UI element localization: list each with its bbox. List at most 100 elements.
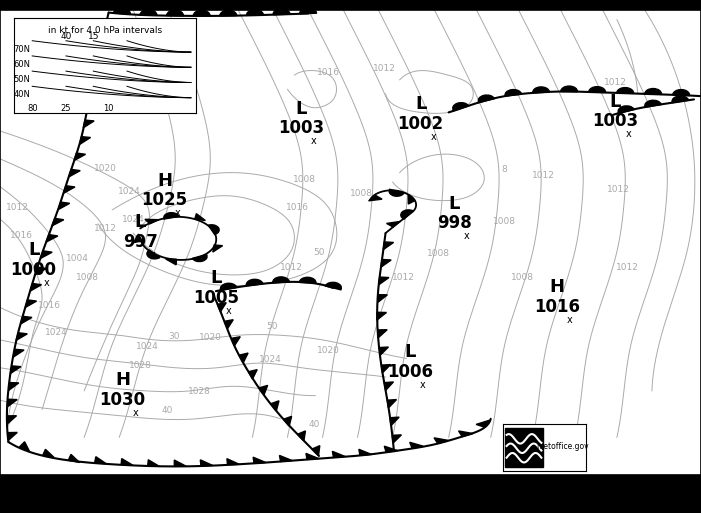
Polygon shape	[68, 455, 80, 463]
Polygon shape	[434, 438, 449, 443]
Text: 1012: 1012	[373, 64, 395, 73]
Polygon shape	[41, 251, 52, 259]
Text: x: x	[132, 408, 138, 418]
Polygon shape	[271, 401, 279, 410]
Polygon shape	[145, 219, 158, 224]
Polygon shape	[7, 416, 17, 424]
Text: 1016: 1016	[534, 298, 580, 316]
Polygon shape	[46, 234, 58, 242]
Polygon shape	[369, 195, 382, 201]
Wedge shape	[401, 210, 413, 219]
Text: 50: 50	[266, 322, 278, 331]
Text: 30: 30	[168, 332, 179, 341]
Polygon shape	[213, 245, 223, 252]
Wedge shape	[325, 282, 341, 290]
Text: x: x	[420, 380, 426, 390]
Text: x: x	[150, 250, 156, 260]
Polygon shape	[11, 366, 21, 373]
Text: 40: 40	[308, 420, 320, 429]
Text: 1003: 1003	[592, 112, 639, 130]
Polygon shape	[377, 312, 386, 320]
Polygon shape	[74, 153, 86, 161]
Polygon shape	[253, 457, 266, 463]
Text: 1000: 1000	[11, 261, 57, 279]
Polygon shape	[52, 219, 64, 226]
Polygon shape	[35, 267, 46, 275]
Text: L: L	[210, 269, 222, 287]
Polygon shape	[408, 195, 415, 204]
Polygon shape	[280, 456, 292, 462]
Polygon shape	[224, 320, 233, 329]
Wedge shape	[299, 278, 316, 283]
Wedge shape	[164, 213, 179, 219]
Wedge shape	[167, 10, 184, 16]
Text: 40N: 40N	[13, 90, 30, 100]
Text: 1020: 1020	[199, 333, 222, 342]
Polygon shape	[64, 186, 75, 193]
Text: x: x	[625, 129, 631, 139]
Text: 1028: 1028	[189, 387, 211, 397]
Wedge shape	[273, 9, 290, 15]
Polygon shape	[381, 260, 391, 267]
Text: 998: 998	[437, 214, 472, 232]
Polygon shape	[217, 303, 226, 312]
Polygon shape	[134, 234, 142, 243]
Polygon shape	[390, 417, 399, 425]
Wedge shape	[193, 10, 210, 16]
Text: 1012: 1012	[616, 264, 639, 272]
Text: 1020: 1020	[94, 164, 116, 172]
Text: L: L	[135, 213, 146, 231]
Bar	[505, 427, 543, 467]
Text: 1012: 1012	[607, 185, 629, 193]
Text: 1024: 1024	[136, 342, 158, 351]
Polygon shape	[58, 202, 69, 210]
Polygon shape	[87, 104, 97, 111]
Text: H: H	[157, 172, 172, 190]
Text: x: x	[175, 208, 180, 218]
Polygon shape	[43, 449, 54, 458]
Polygon shape	[101, 37, 112, 45]
Text: 1024: 1024	[259, 355, 281, 364]
Text: L: L	[296, 100, 307, 117]
Polygon shape	[386, 222, 400, 227]
Text: 8: 8	[502, 165, 508, 173]
Polygon shape	[306, 453, 319, 460]
Polygon shape	[20, 442, 29, 451]
Text: 1024: 1024	[122, 214, 144, 224]
Text: 50N: 50N	[13, 75, 30, 84]
Polygon shape	[80, 136, 90, 144]
Wedge shape	[246, 279, 263, 286]
Polygon shape	[409, 442, 423, 448]
Wedge shape	[672, 96, 688, 103]
Text: L: L	[28, 241, 39, 259]
Text: 1006: 1006	[387, 363, 433, 381]
Text: 1012: 1012	[392, 273, 414, 282]
Text: 997: 997	[123, 233, 158, 251]
Text: 1024: 1024	[45, 328, 67, 338]
Text: x: x	[311, 136, 317, 146]
Text: 1012: 1012	[280, 264, 302, 272]
Text: 25: 25	[61, 104, 72, 113]
Text: 1008: 1008	[494, 217, 516, 226]
Wedge shape	[389, 189, 404, 196]
Wedge shape	[645, 89, 662, 94]
Polygon shape	[383, 242, 393, 250]
Polygon shape	[227, 459, 239, 465]
Wedge shape	[478, 95, 495, 103]
Text: 1008: 1008	[294, 175, 316, 184]
Text: 1003: 1003	[278, 119, 325, 137]
Text: 1016: 1016	[287, 203, 309, 212]
Text: in kt for 4.0 hPa intervals: in kt for 4.0 hPa intervals	[48, 26, 162, 34]
Polygon shape	[259, 385, 268, 395]
Text: x: x	[464, 231, 470, 241]
Polygon shape	[283, 417, 292, 426]
Wedge shape	[533, 87, 550, 93]
Wedge shape	[561, 86, 578, 92]
Polygon shape	[13, 349, 24, 357]
Polygon shape	[148, 460, 159, 466]
Polygon shape	[105, 21, 116, 29]
Text: 1030: 1030	[100, 391, 146, 409]
Text: 1016: 1016	[10, 231, 32, 240]
Polygon shape	[83, 120, 94, 128]
Polygon shape	[9, 383, 19, 390]
